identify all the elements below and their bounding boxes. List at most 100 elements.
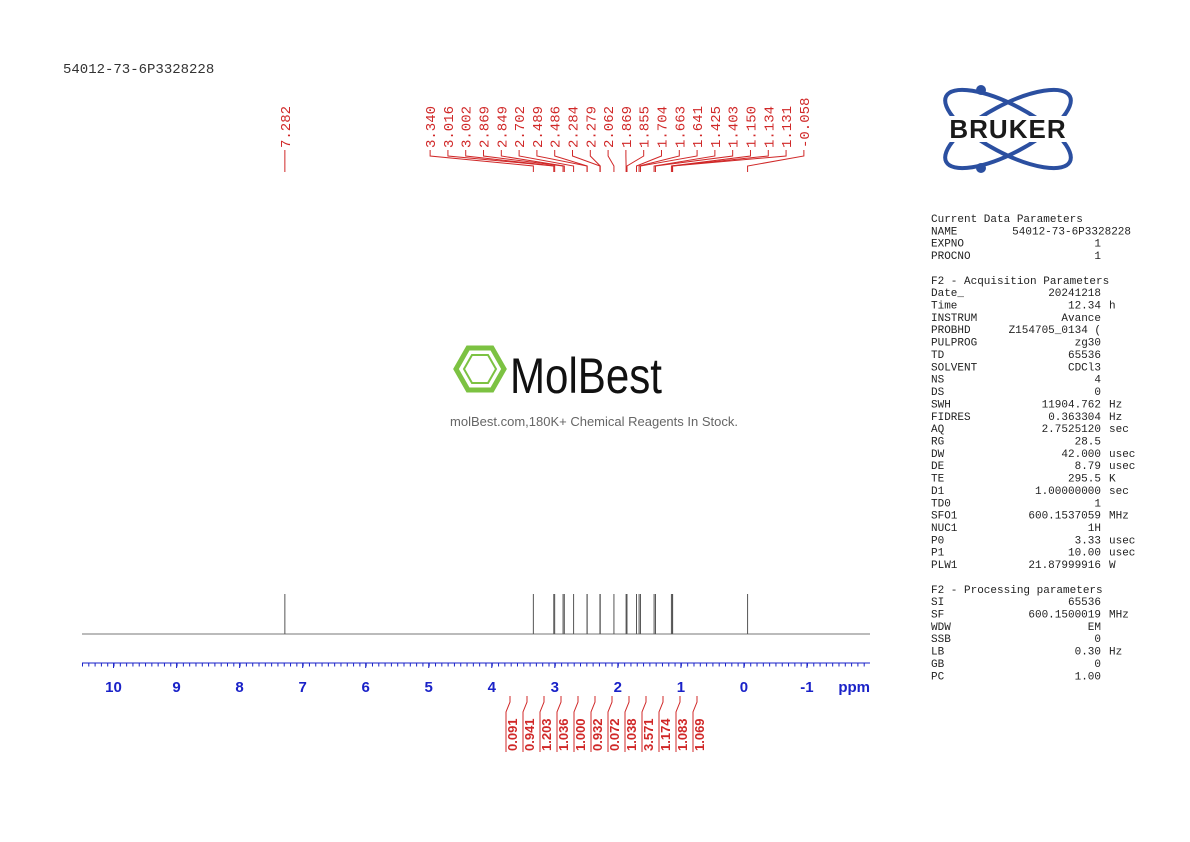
- peak-leader: [638, 150, 680, 172]
- parameter-name: TE: [931, 474, 945, 486]
- peak-label: -0.058: [798, 98, 814, 148]
- parameter-unit: MHz: [1109, 610, 1129, 622]
- watermark-brand: MolBest: [510, 348, 662, 404]
- parameter-value: 3.33: [1075, 535, 1101, 547]
- parameter-value: CDCl3: [1068, 362, 1101, 374]
- parameter-name: SI: [931, 597, 944, 609]
- logo-orbit: [943, 87, 1073, 171]
- x-tick-label: 6: [362, 679, 370, 696]
- peak-label: 1.641: [691, 106, 707, 148]
- watermark-tagline: molBest.com,180K+ Chemical Reagents In S…: [450, 414, 738, 429]
- integral-label: 1.174: [658, 718, 673, 751]
- parameter-value: 65536: [1068, 597, 1101, 609]
- integral-label: 0.091: [505, 718, 520, 751]
- parameter-value: 28.5: [1075, 436, 1101, 448]
- peak-leader: [465, 150, 556, 172]
- peak-leader: [554, 150, 588, 172]
- logo-dot: [976, 163, 986, 173]
- parameter-value: 1: [1094, 251, 1101, 263]
- parameter-unit: usec: [1109, 535, 1135, 547]
- x-tick-label: 10: [105, 679, 122, 696]
- integral-leader: [692, 696, 698, 752]
- parameter-value: 1.00: [1075, 671, 1101, 683]
- parameter-unit: usec: [1109, 449, 1135, 461]
- parameter-value: 1.00000000: [1035, 486, 1101, 498]
- parameter-name: RG: [931, 436, 944, 448]
- x-tick-label: 5: [425, 679, 433, 696]
- peak-label: 1.869: [620, 106, 636, 148]
- logo-dot: [976, 85, 986, 95]
- peak-label: 7.282: [279, 106, 295, 148]
- peak-label: 1.131: [780, 106, 796, 148]
- x-axis-label: ppm: [838, 679, 870, 696]
- parameter-value: 65536: [1068, 350, 1101, 362]
- parameter-name: Date_: [931, 288, 964, 300]
- integral-label: 0.072: [607, 718, 622, 751]
- parameter-value: 600.1537059: [1028, 511, 1101, 523]
- parameter-name: SF: [931, 610, 944, 622]
- integral-leader: [590, 696, 596, 752]
- x-tick-label: 3: [551, 679, 559, 696]
- watermark-hexagon-inner: [462, 354, 498, 384]
- peak-label: 1.704: [655, 106, 671, 148]
- integral-leader: [505, 696, 511, 752]
- parameter-name: PROBHD: [931, 325, 971, 337]
- peak-label: 3.002: [460, 106, 476, 148]
- parameter-unit: usec: [1109, 461, 1135, 473]
- integral-label: 1.203: [539, 718, 554, 751]
- peak-label: 1.425: [709, 106, 725, 148]
- parameter-section-title: Current Data Parameters: [931, 214, 1083, 226]
- integral-leader: [658, 696, 664, 752]
- integral-leader: [573, 696, 579, 752]
- parameter-value: zg30: [1075, 338, 1101, 350]
- parameter-value: 1: [1094, 498, 1101, 510]
- parameter-value: 0: [1094, 387, 1101, 399]
- peak-label: 2.279: [584, 106, 600, 148]
- peak-leader: [639, 150, 698, 172]
- parameter-value: 0.363304: [1048, 412, 1101, 424]
- parameter-value: 42.000: [1061, 449, 1101, 461]
- parameter-name: PULPROG: [931, 338, 977, 350]
- parameter-unit: usec: [1109, 548, 1135, 560]
- parameter-name: NAME: [931, 226, 958, 238]
- parameter-value: 20241218: [1048, 288, 1101, 300]
- parameter-value: 295.5: [1068, 474, 1101, 486]
- bruker-logo: BRUKER: [924, 85, 1092, 173]
- parameter-section-title: F2 - Processing parameters: [931, 585, 1103, 597]
- x-tick-label: 9: [172, 679, 180, 696]
- parameter-value: 12.34: [1068, 301, 1101, 313]
- parameter-unit: Hz: [1109, 412, 1122, 424]
- peak-leader: [653, 150, 716, 172]
- parameter-value: EM: [1088, 622, 1101, 634]
- peak-leader: [635, 150, 662, 172]
- parameter-unit: sec: [1109, 424, 1129, 436]
- peak-label: 3.340: [424, 106, 440, 148]
- parameter-name: PLW1: [931, 560, 958, 572]
- integral-leader: [607, 696, 613, 752]
- peak-leader: [654, 150, 734, 172]
- logo-orbit: [943, 87, 1073, 171]
- parameter-name: WDW: [931, 622, 951, 634]
- peak-label: 2.486: [549, 106, 565, 148]
- peak-label: 2.284: [567, 106, 583, 148]
- parameter-unit: MHz: [1109, 511, 1129, 523]
- peak-leader: [518, 150, 575, 172]
- parameter-name: Time: [931, 301, 957, 313]
- integral-label: 3.571: [641, 718, 656, 751]
- integral-label: 1.038: [624, 718, 639, 751]
- parameter-name: GB: [931, 659, 945, 671]
- peak-label: 2.489: [531, 106, 547, 148]
- peak-leader: [607, 150, 615, 172]
- integral-leader: [522, 696, 528, 752]
- peak-leader: [500, 150, 565, 172]
- peak-label: 1.150: [744, 106, 760, 148]
- integral-leader: [556, 696, 562, 752]
- integral-leader: [539, 696, 545, 752]
- parameter-name: SFO1: [931, 511, 958, 523]
- parameter-name: DE: [931, 461, 945, 473]
- parameter-value: 0.30: [1075, 647, 1101, 659]
- peak-label: 1.403: [727, 106, 743, 148]
- peak-label: 3.016: [442, 106, 458, 148]
- parameter-value: 4: [1094, 375, 1101, 387]
